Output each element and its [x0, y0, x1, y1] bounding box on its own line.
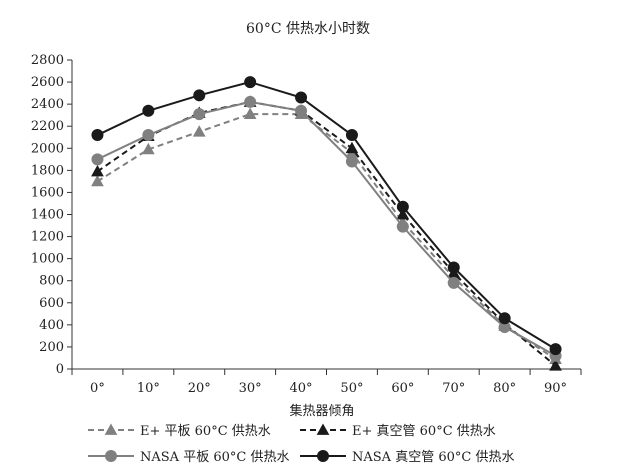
data-point [549, 343, 562, 356]
data-point [192, 125, 206, 137]
plot-area: 0 200 400 600 800 1000 1200 1400 1600 1800 2000 220… [31, 53, 582, 396]
x-tick-label: 20° [188, 381, 211, 396]
x-tick-label: 90° [544, 381, 567, 396]
y-tick-label: 2800 [31, 53, 64, 68]
data-point [345, 155, 358, 168]
data-point [345, 141, 359, 154]
legend: E+ 平板 60°C 供热水 E+ 真空管 60°C 供热水 NASA 平板 60°… [88, 423, 514, 465]
data-point [396, 207, 410, 220]
legend-label: NASA 真空管 60°C 供热水 [352, 450, 514, 465]
chart-title: 60°C 供热水小时数 [246, 21, 370, 37]
legend-swatch-marker [317, 450, 329, 462]
data-point [243, 107, 257, 119]
legend-label: E+ 真空管 60°C 供热水 [352, 424, 496, 439]
data-point [345, 129, 358, 142]
data-point [193, 108, 206, 121]
series-line [96, 113, 557, 360]
data-point [447, 276, 460, 289]
y-tick-label: 1400 [31, 208, 64, 223]
data-point [142, 142, 155, 155]
data-point [549, 359, 562, 371]
legend-swatch-marker [316, 423, 330, 435]
series-line [97, 81, 557, 350]
data-point [498, 312, 511, 325]
x-tick-label: 60° [391, 381, 414, 396]
legend-swatch-marker [105, 450, 117, 462]
data-point [193, 89, 206, 102]
y-tick-label: 1200 [31, 230, 64, 245]
data-point [91, 174, 104, 187]
data-point [91, 164, 104, 177]
y-tick-label: 2600 [31, 75, 64, 90]
x-tick-label: 30° [239, 381, 262, 396]
y-tick-label: 1800 [31, 163, 64, 178]
y-tick-label: 2000 [31, 141, 64, 156]
y-tick-label: 1600 [31, 185, 64, 200]
legend-item: NASA 真空管 60°C 供热水 [300, 450, 514, 465]
y-tick-label: 800 [39, 274, 64, 289]
legend-item: E+ 平板 60°C 供热水 [88, 423, 271, 439]
x-tick-label: 10° [137, 381, 160, 396]
data-point [142, 104, 155, 117]
y-tick-label: 2400 [31, 97, 64, 112]
data-point [244, 95, 257, 108]
x-tick-label: 50° [340, 381, 363, 396]
y-tick-label: 2200 [31, 119, 64, 134]
x-tick-label: 80° [493, 381, 516, 396]
x-tick-label: 40° [290, 381, 313, 396]
series-1 [91, 107, 562, 364]
data-point [295, 91, 308, 104]
y-tick-label: 200 [39, 340, 64, 355]
series-4 [91, 76, 562, 356]
legend-item: NASA 平板 60°C 供热水 [88, 450, 289, 465]
y-tick-label: 1000 [31, 252, 64, 267]
data-point [91, 129, 104, 142]
y-tick-label: 600 [39, 296, 64, 311]
series-3 [91, 95, 562, 362]
x-tick-label: 0° [90, 381, 105, 396]
data-point [142, 129, 155, 142]
data-point [244, 76, 257, 89]
data-point [295, 104, 308, 117]
y-tick-label: 0 [56, 362, 64, 377]
series-line [97, 100, 557, 357]
data-point [396, 200, 409, 213]
series-line [96, 100, 557, 367]
data-point [396, 220, 409, 233]
legend-swatch-marker [104, 423, 118, 435]
data-point [447, 261, 460, 274]
y-tick-label: 400 [39, 318, 64, 333]
legend-label: NASA 平板 60°C 供热水 [140, 450, 289, 465]
x-axis-label: 集热器倾角 [289, 403, 354, 419]
data-point [91, 153, 104, 166]
legend-label: E+ 平板 60°C 供热水 [140, 424, 271, 439]
x-tick-label: 70° [442, 381, 465, 396]
legend-item: E+ 真空管 60°C 供热水 [300, 423, 496, 439]
